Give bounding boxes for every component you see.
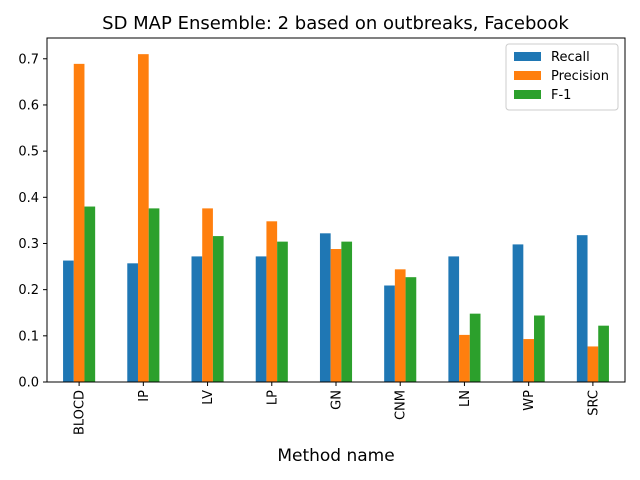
y-tick-label: 0.1: [18, 329, 39, 344]
bar-recall-cnm: [384, 285, 395, 382]
x-axis-label: Method name: [277, 446, 394, 466]
x-axis: BLOCD IP LV LP GN CNM LN WP SRC: [73, 382, 601, 435]
bar-precision-lv: [202, 208, 213, 382]
bar-f-1-ln: [469, 313, 481, 382]
x-tick-label: WP: [522, 390, 537, 411]
bar-recall-wp: [512, 244, 524, 382]
x-tick-label: IP: [137, 390, 152, 402]
bar-precision-wp: [523, 339, 535, 382]
bars: [63, 54, 609, 383]
bar-recall-src: [576, 235, 588, 382]
y-tick-label: 0.3: [18, 237, 39, 252]
legend-swatch: [514, 90, 541, 99]
bar-f-1-src: [598, 325, 609, 382]
bar-precision-ip: [137, 54, 149, 382]
bar-recall-ip: [127, 263, 138, 382]
bar-precision-lp: [266, 221, 278, 382]
bar-f-1-gn: [341, 241, 353, 382]
bar-f-1-lp: [277, 241, 288, 382]
bar-f-1-wp: [534, 315, 545, 382]
y-tick-label: 0.2: [18, 283, 39, 298]
x-tick-label: LV: [201, 390, 216, 405]
bar-precision-ln: [459, 334, 470, 382]
bar-recall-lv: [191, 256, 203, 382]
bar-precision-gn: [330, 249, 342, 382]
x-tick-label: BLOCD: [73, 390, 88, 435]
legend-swatch: [514, 71, 541, 80]
y-tick-label: 0.7: [18, 52, 39, 67]
x-tick-label: GN: [330, 390, 345, 410]
chart-title: SD MAP Ensemble: 2 based on outbreaks, F…: [102, 13, 569, 34]
bar-f-1-lv: [212, 236, 224, 382]
legend-entry: F-1: [551, 88, 571, 103]
x-tick-label: CNM: [394, 390, 409, 420]
legend-entry: Precision: [551, 69, 609, 84]
x-tick-label: LN: [458, 390, 473, 407]
y-tick-label: 0.6: [18, 98, 39, 113]
bar-recall-blocd: [63, 260, 74, 382]
x-tick-label: SRC: [586, 390, 601, 416]
bar-f-1-ip: [148, 208, 160, 382]
legend-entry: Recall: [551, 50, 590, 65]
x-tick-label: LP: [265, 390, 280, 405]
bar-precision-blocd: [73, 63, 85, 383]
legend: Recall Precision F-1: [505, 43, 619, 111]
bar-recall-lp: [255, 256, 267, 382]
y-tick-label: 0.5: [18, 145, 39, 160]
bar-f-1-cnm: [405, 277, 417, 382]
y-axis: 0.0 0.1 0.2 0.3 0.4 0.5 0.6 0.7: [18, 52, 47, 391]
bar-precision-src: [587, 346, 599, 382]
y-tick-label: 0.4: [18, 191, 39, 206]
y-tick-label: 0.0: [18, 376, 39, 391]
legend-swatch: [514, 52, 541, 61]
bar-recall-ln: [448, 256, 460, 382]
bar-recall-gn: [319, 233, 331, 382]
bar-precision-cnm: [394, 269, 406, 382]
bar-f-1-blocd: [84, 206, 96, 382]
